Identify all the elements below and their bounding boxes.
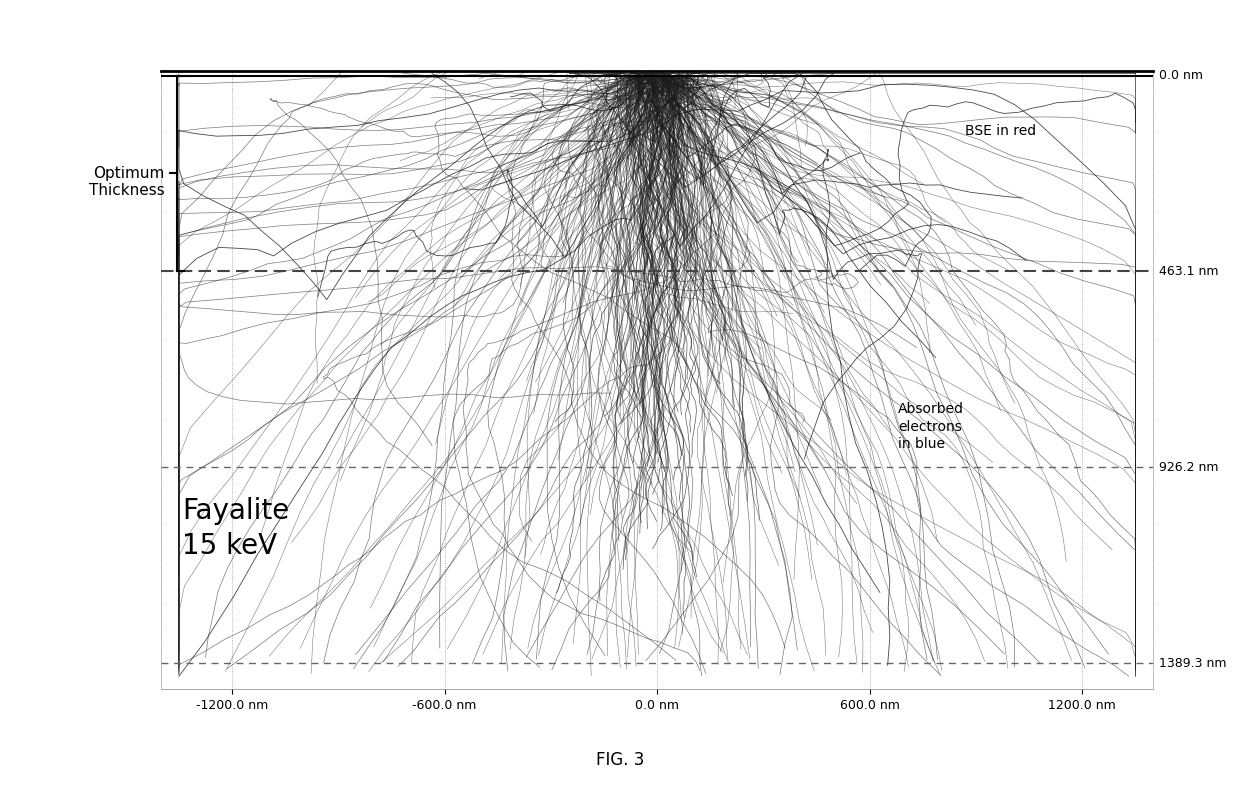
Text: BSE in red: BSE in red: [966, 124, 1037, 138]
Text: Optimum
Thickness: Optimum Thickness: [89, 166, 165, 198]
Text: 463.1 nm: 463.1 nm: [1158, 265, 1218, 278]
Text: 926.2 nm: 926.2 nm: [1158, 461, 1218, 474]
Text: FIG. 3: FIG. 3: [595, 752, 645, 769]
Text: 1389.3 nm: 1389.3 nm: [1158, 657, 1226, 670]
Text: Absorbed
electrons
in blue: Absorbed electrons in blue: [898, 402, 965, 451]
Text: 0.0 nm: 0.0 nm: [1158, 69, 1203, 82]
Text: Fayalite
15 keV: Fayalite 15 keV: [182, 497, 290, 560]
